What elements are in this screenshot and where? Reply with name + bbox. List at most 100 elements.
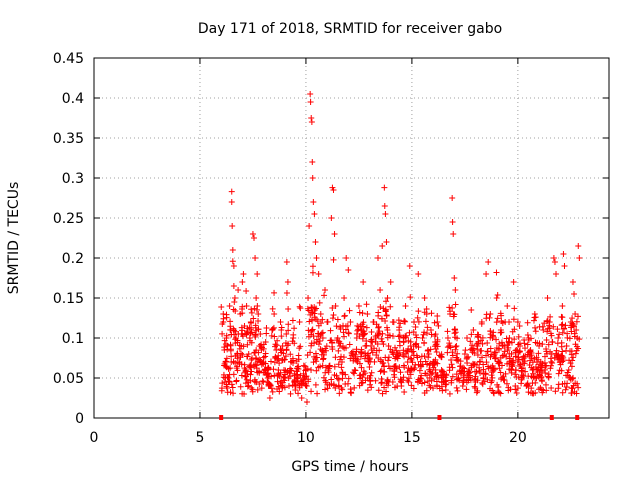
data-point [532, 328, 539, 335]
data-point [364, 352, 371, 359]
data-point [227, 318, 234, 325]
data-point [394, 355, 401, 362]
data-point [221, 360, 228, 367]
data-point [333, 323, 340, 330]
data-point [332, 385, 339, 392]
data-point [405, 337, 412, 344]
data-point [262, 367, 269, 374]
data-point [415, 318, 422, 325]
data-point [564, 330, 571, 337]
data-point [222, 358, 229, 365]
data-point [474, 352, 481, 359]
data-point [567, 360, 574, 367]
data-point [537, 384, 544, 391]
data-point [317, 331, 324, 338]
data-point [243, 328, 250, 335]
data-point [219, 330, 226, 337]
data-point [446, 304, 453, 311]
data-point [361, 355, 368, 362]
data-point [550, 255, 557, 261]
data-point [252, 361, 259, 368]
data-point [424, 347, 431, 354]
data-point [384, 334, 391, 341]
data-point [541, 353, 548, 360]
data-point [229, 384, 236, 391]
data-point [301, 363, 308, 370]
data-point [400, 374, 407, 381]
data-point [229, 247, 236, 253]
data-point [285, 327, 292, 334]
data-point [278, 324, 285, 331]
data-point [559, 321, 566, 328]
data-point [258, 344, 265, 351]
data-point [234, 363, 241, 370]
data-point [224, 384, 231, 391]
data-point [409, 359, 416, 366]
data-point [309, 175, 316, 181]
zero-marker [575, 415, 580, 420]
data-point [356, 360, 363, 367]
data-point [516, 348, 523, 355]
data-point [491, 355, 498, 362]
data-point [251, 349, 258, 356]
data-point [259, 360, 266, 367]
data-point [570, 374, 577, 381]
data-point [308, 115, 315, 121]
data-point [422, 318, 429, 325]
data-point [397, 378, 404, 385]
data-point [308, 327, 315, 334]
data-point [335, 376, 342, 383]
data-point [394, 383, 401, 390]
data-point [517, 361, 524, 368]
data-point [413, 352, 420, 359]
data-point [495, 383, 502, 390]
data-point [412, 361, 419, 368]
data-point [471, 375, 478, 382]
data-point [225, 378, 232, 385]
data-point [330, 312, 337, 319]
data-point [335, 347, 342, 354]
data-point [415, 376, 422, 383]
data-point [424, 330, 431, 337]
data-point [263, 325, 270, 332]
data-point [278, 333, 285, 340]
data-point [387, 303, 394, 310]
data-point [268, 373, 275, 380]
data-point [454, 387, 461, 394]
data-point [410, 385, 417, 392]
data-point [566, 374, 573, 381]
data-point [335, 361, 342, 368]
data-point [368, 369, 375, 376]
x-axis-label: GPS time / hours [291, 459, 408, 475]
data-point [464, 335, 471, 341]
data-point [418, 372, 425, 379]
data-point [538, 368, 545, 375]
data-point [424, 324, 431, 331]
data-point [472, 373, 479, 380]
data-point [339, 386, 346, 393]
data-point [516, 322, 523, 329]
data-point [295, 363, 302, 370]
data-point [397, 369, 404, 376]
data-point [483, 359, 490, 366]
data-point [320, 374, 327, 381]
data-point [345, 330, 352, 337]
data-point [495, 345, 502, 352]
data-point [463, 386, 470, 393]
data-point [434, 319, 441, 325]
data-point [547, 348, 554, 355]
data-point [219, 380, 226, 387]
data-point [379, 330, 386, 337]
data-point [442, 387, 449, 393]
data-point [463, 376, 470, 383]
data-point [487, 385, 494, 392]
data-point [317, 311, 324, 317]
data-point [425, 354, 432, 361]
data-point [464, 359, 471, 366]
data-point [505, 339, 512, 346]
data-point [406, 263, 413, 269]
data-point [372, 333, 379, 340]
data-point [248, 309, 255, 316]
data-point [336, 390, 343, 397]
data-point [511, 336, 518, 343]
